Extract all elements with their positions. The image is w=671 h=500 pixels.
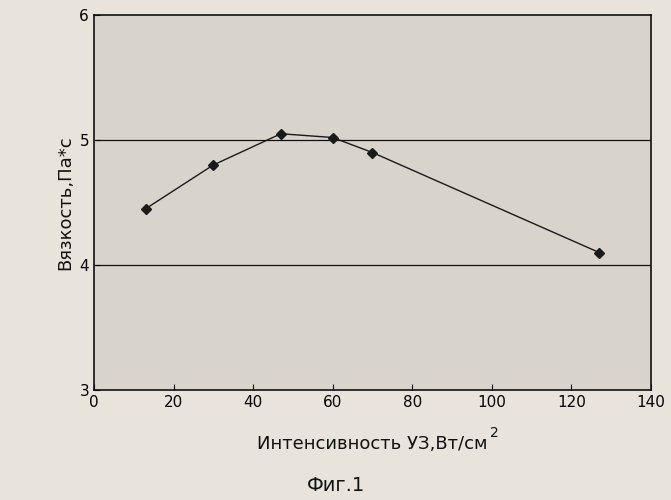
Text: Фиг.1: Фиг.1 bbox=[307, 476, 364, 495]
Y-axis label: Вязкость,Па*с: Вязкость,Па*с bbox=[56, 135, 74, 270]
Text: 2: 2 bbox=[490, 426, 499, 440]
Text: Интенсивность УЗ,Вт/см: Интенсивность УЗ,Вт/см bbox=[257, 435, 488, 453]
